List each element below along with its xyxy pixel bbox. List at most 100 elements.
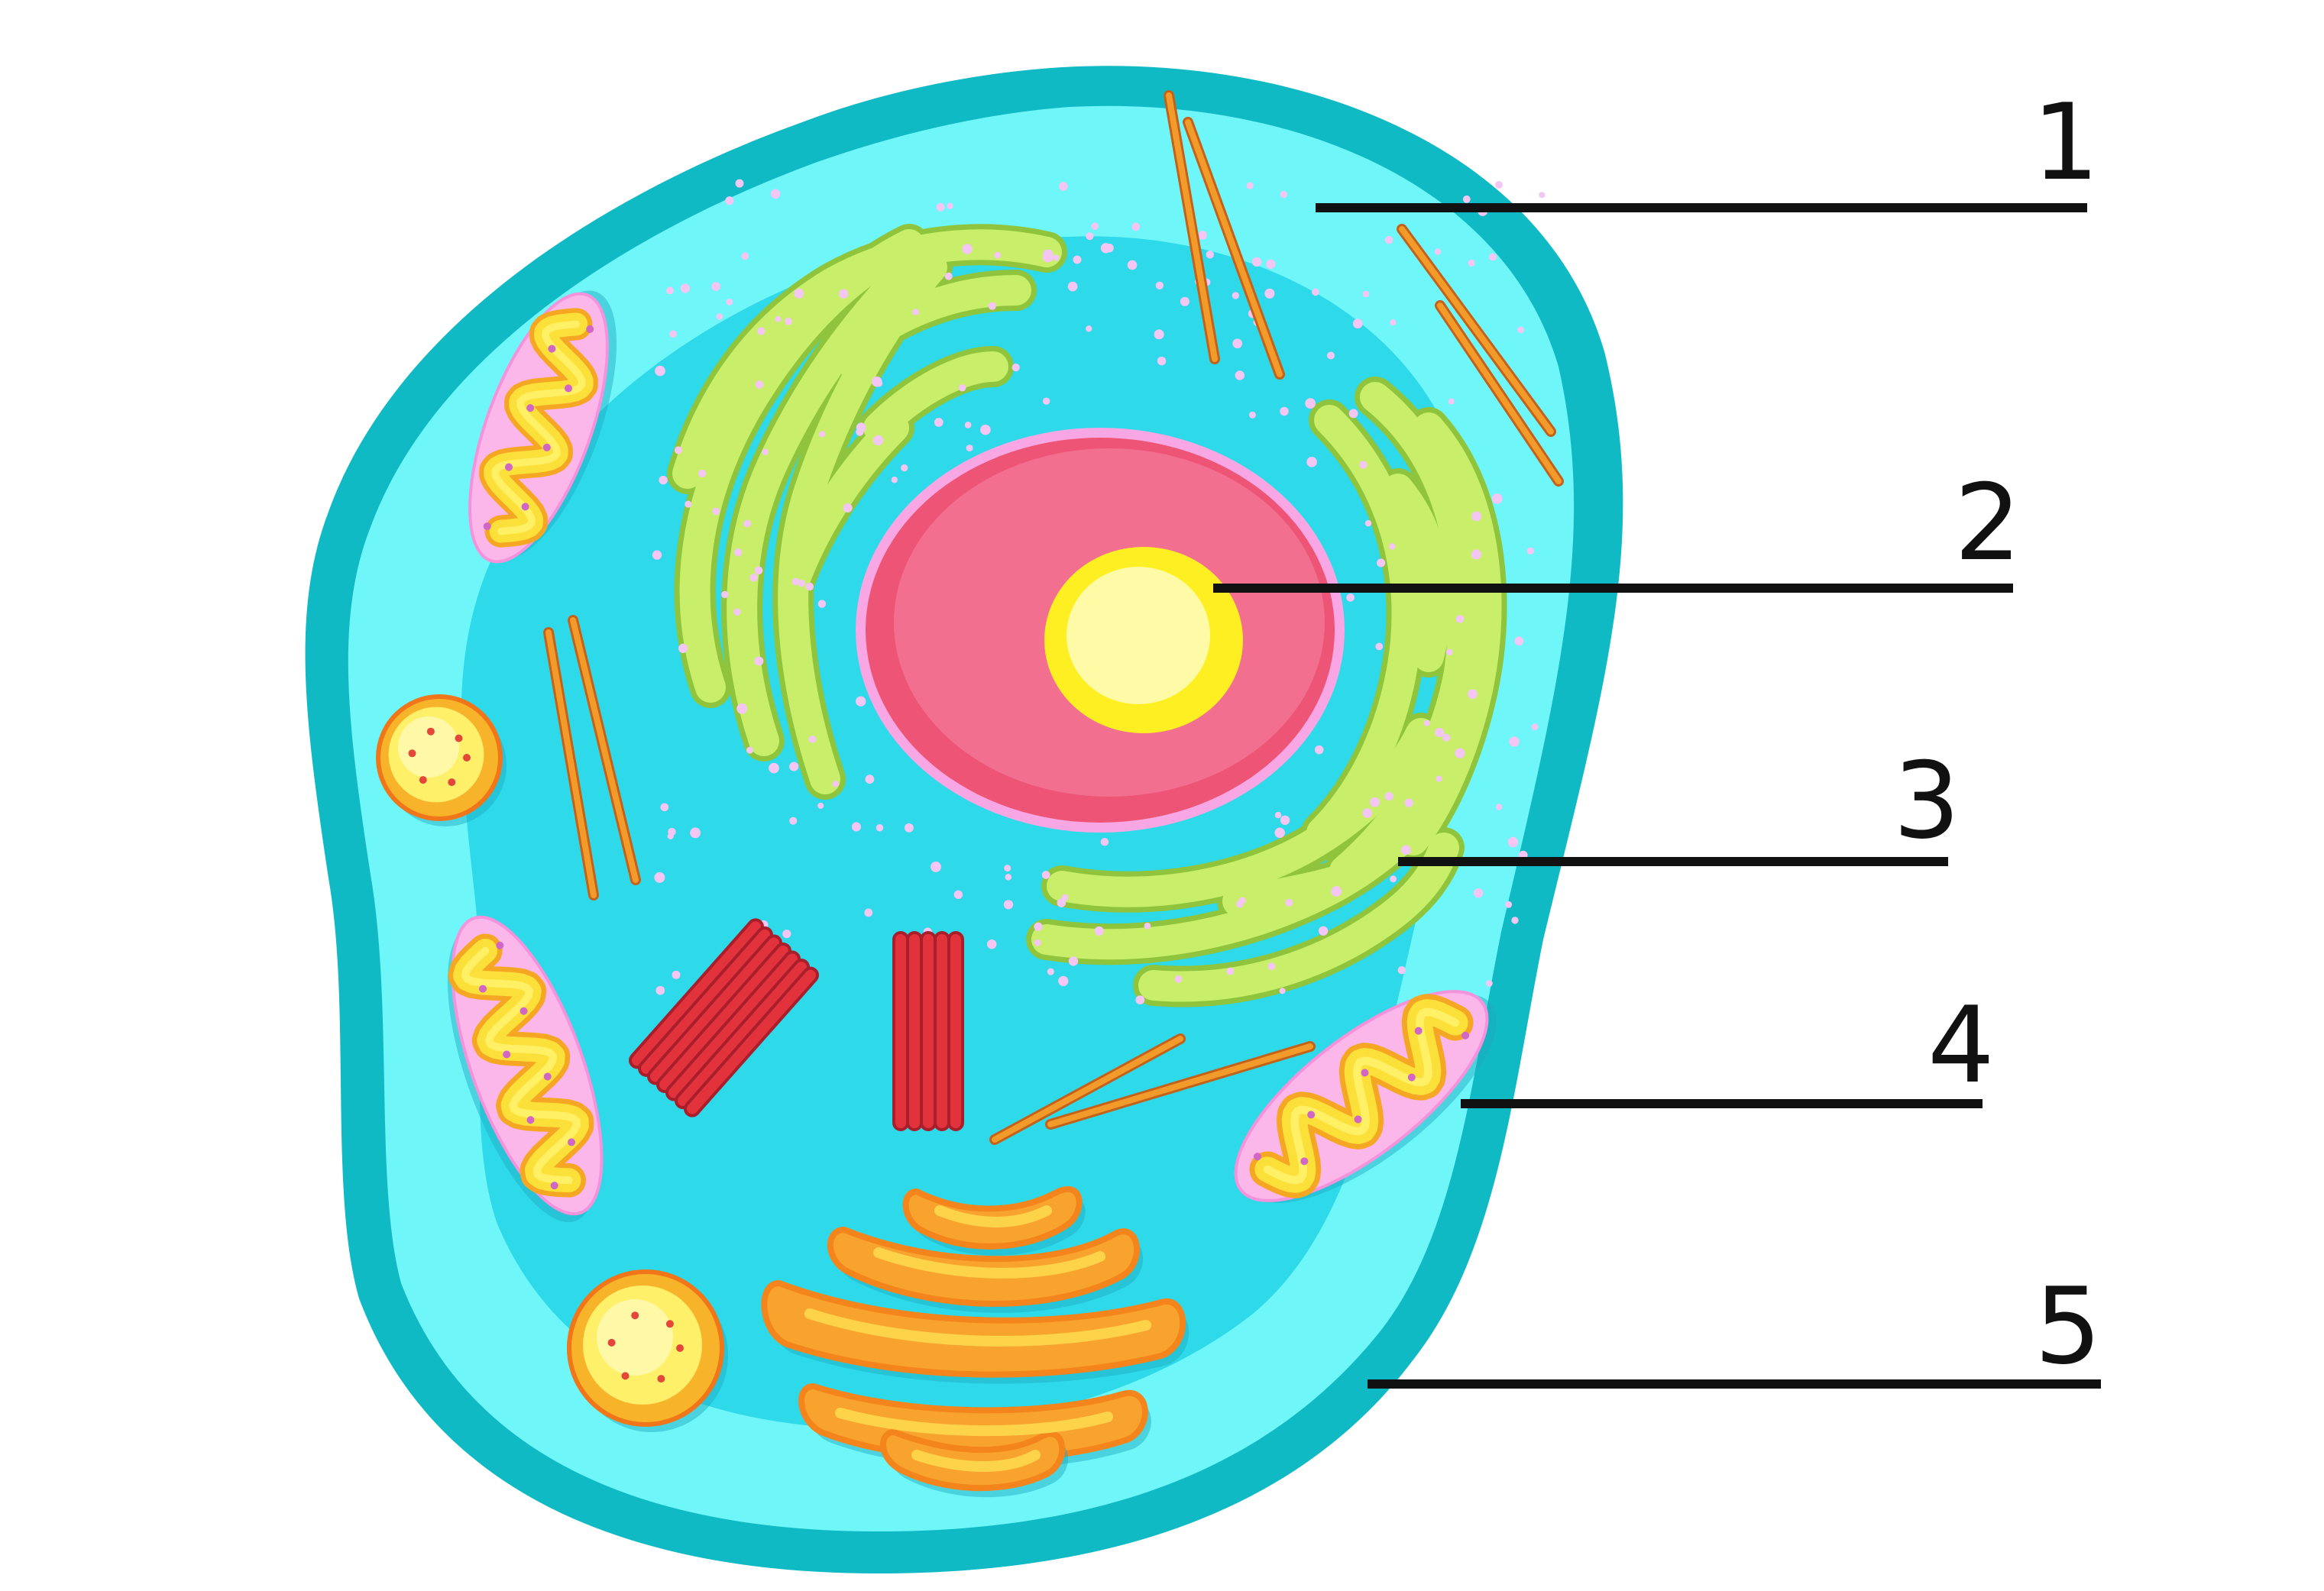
ribosome-dot [876,380,883,387]
er-cisterna [1329,382,1479,886]
vesicle-granule [676,1344,684,1352]
ribosome-dot [1094,926,1104,936]
ribosome-dot [1267,962,1276,971]
microtubule [1166,92,1218,362]
vesicle-granule [665,1320,674,1328]
ribosome-dot [1486,980,1493,987]
mitochondrion-granule [505,463,513,471]
label-number-4: 4 [1927,984,1995,1107]
ribosome-dot [1280,190,1288,199]
mitochondrion-granule [503,1050,511,1059]
golgi-apparatus [761,1186,1190,1498]
centriole [629,918,819,1117]
ribosome-dot [872,435,884,446]
ribosome-dot [1491,493,1503,504]
ribosome-dot [1397,965,1406,975]
microtubule [1399,226,1554,435]
ribosome-dot [791,577,800,586]
ribosome-dot [1198,231,1207,240]
mitochondrion-highlight [491,320,586,535]
ribosome-dot [770,189,781,199]
ribosome-dot [743,519,752,528]
ribosome-dot [1135,995,1145,1005]
mitochondrion-granule [550,1182,558,1190]
ribosome-dot [1041,871,1050,879]
vesicle-granule [607,1338,616,1347]
ribosome-dot [1375,642,1384,651]
ribosome-dot [1312,288,1319,296]
mitochondrion-granule [1300,1157,1309,1166]
ribosome-dot [1326,351,1335,360]
ribosome-dot [669,330,677,338]
vesicle-highlight [597,1299,673,1376]
golgi-highlight [835,1408,1113,1437]
ribosome-dot [904,823,914,833]
ribosome-dot [1352,319,1363,328]
mitochondrion-highlight [1263,1007,1460,1185]
ribosome-dot [1468,689,1478,700]
ribosome-dot [1127,260,1138,270]
ribosome-dot [789,817,798,825]
er-cisterna [1383,474,1452,672]
centriole-tube [668,953,798,1098]
ribosome-dot [1058,975,1069,987]
microtubule [1437,302,1562,484]
vesicle-granule [408,749,416,758]
mitochondrion-granule [543,1072,552,1081]
mitochondrion [468,290,617,564]
ribosome-dot [1471,511,1482,522]
ribosome-dot [1157,356,1167,366]
vesicles [376,694,728,1432]
ribosome-dot [1455,748,1465,758]
ribosome-dot [1246,182,1254,189]
ribosome-dot [1362,290,1370,298]
ribosome-dot [1531,723,1539,731]
ribosome-dot [1473,888,1484,898]
microtubule [570,617,639,883]
ribosome-dot [741,252,749,260]
ribosome-dot [735,179,744,188]
rough-er [667,224,1507,1007]
ribosome-dot [865,774,875,784]
er-cisterna [672,229,1062,489]
ribosome-dot [1226,967,1235,975]
ribosome-dot [1280,406,1289,416]
ribosome-dot [680,283,691,293]
ribosome-dot [934,418,944,427]
ribosome-dot [1442,733,1451,742]
vesicle-granule [463,754,471,762]
ribosome-dot [1390,875,1397,883]
ribosome-dot [1005,874,1012,881]
ribosome-dot [1539,192,1546,199]
mitochondrion [1234,990,1497,1203]
ribosome-dot [1285,898,1293,907]
ribosome-dot [1131,222,1141,231]
ribosome-dot [698,469,707,477]
ribosome-dot [988,302,996,310]
ribosome-dot [1206,251,1215,259]
ribosome-dot [1526,547,1534,555]
mitochondrion-granule [496,941,504,949]
ribosome-dot [785,317,793,325]
ribosome-dot [1370,797,1380,807]
ribosome-dot [817,802,824,809]
ribosome-dot [1468,259,1475,267]
ribosome-dot [1279,988,1286,994]
centriole [892,931,964,1131]
ribosome-dot [805,582,814,591]
er-cisterna [825,275,1031,374]
ribosome-dot [1264,288,1275,299]
mitochondrion-granule [520,1007,528,1015]
golgi-highlight [873,1247,1105,1279]
ribosome-dot [716,313,723,320]
ribosome-dot [856,428,864,436]
vesicle-granule [657,1375,665,1383]
ribosome-dot [808,736,817,743]
label-number-2: 2 [1954,461,2021,584]
ribosome-dot [1436,775,1442,782]
ribosome-dot [726,298,733,306]
ribosome-dot [1043,249,1054,260]
ribosome-dot [736,703,748,714]
mitochondrion-granule [526,404,535,412]
